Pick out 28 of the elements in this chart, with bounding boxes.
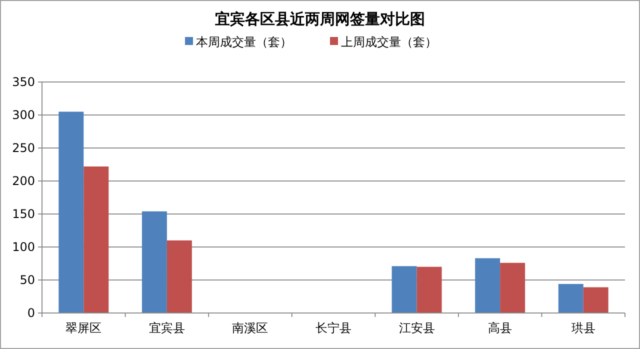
y-tick-label: 200 (12, 174, 35, 188)
bar (416, 266, 442, 313)
bar (142, 211, 167, 313)
bar (558, 284, 584, 313)
legend-label: 上周成交量（套） (341, 35, 437, 49)
x-tick-label: 珙县 (571, 321, 596, 335)
bar (84, 166, 109, 313)
y-tick-label: 50 (20, 273, 35, 288)
x-tick-label: 长宁县 (316, 321, 352, 335)
x-tick-label: 江安县 (398, 321, 435, 335)
y-tick-label: 0 (27, 306, 35, 320)
y-tick-label: 350 (12, 75, 35, 90)
bar (166, 240, 192, 313)
bar (475, 258, 500, 313)
bar (500, 262, 526, 313)
y-tick-label: 100 (12, 240, 35, 254)
x-tick-label: 翠屏区 (66, 321, 102, 335)
bar (58, 112, 84, 313)
y-tick-label: 250 (12, 141, 35, 156)
chart-title: 宜宾各区县近两周网签量对比图 (215, 10, 425, 28)
legend-label: 本周成交量（套） (196, 35, 292, 49)
x-tick-label: 高县 (488, 321, 512, 335)
y-tick-label: 150 (12, 207, 35, 222)
y-tick-label: 300 (12, 108, 35, 122)
bar (392, 266, 417, 313)
x-tick-label: 南溪区 (232, 321, 268, 335)
bar (583, 287, 608, 313)
x-tick-label: 宜宾县 (148, 321, 185, 335)
